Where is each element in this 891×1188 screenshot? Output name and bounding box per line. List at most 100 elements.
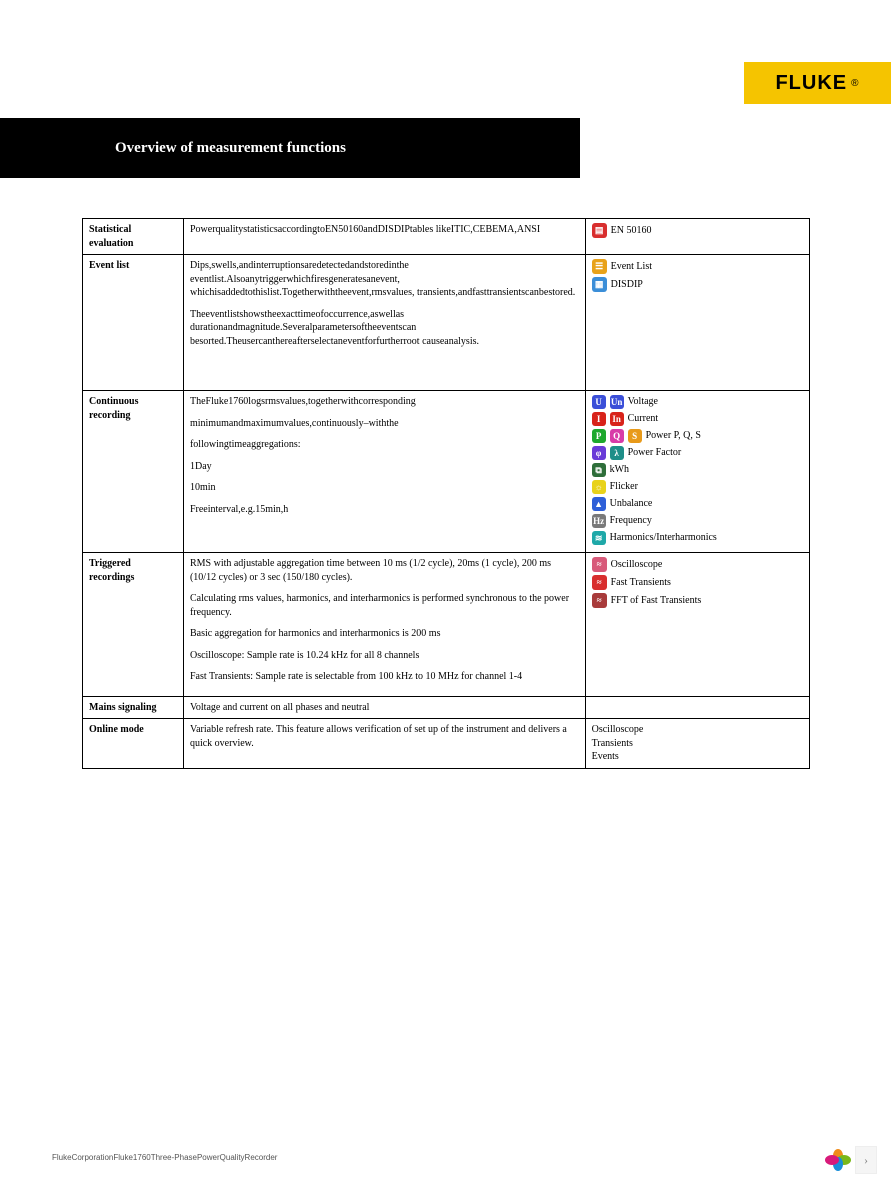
next-arrow-button[interactable]: › xyxy=(855,1146,877,1174)
measure-icon: φ xyxy=(592,446,606,460)
en50160-icon: ▤ xyxy=(592,223,607,238)
text-line: Events xyxy=(592,750,803,764)
measure-icon: Q xyxy=(610,429,624,443)
row-desc: RMS with adjustable aggregation time bet… xyxy=(183,553,585,697)
row-icons: ▤ EN 50160 xyxy=(585,219,809,255)
table-row: Statistical evaluation Powerqualitystati… xyxy=(83,219,810,255)
corner-logo-icon xyxy=(827,1149,849,1171)
event-list-icon: ☰ xyxy=(592,259,607,274)
row-label: Event list xyxy=(83,255,184,391)
para: TheFluke1760logsrmsvalues,togetherwithco… xyxy=(190,395,579,409)
icon-item: PQS Power P, Q, S xyxy=(592,429,803,443)
icon-label: Flicker xyxy=(610,480,638,494)
row-icons: ≈ Oscilloscope ≈ Fast Transients ≈ FFT of Fas… xyxy=(585,553,809,697)
para: Freeinterval,e.g.15min,h xyxy=(190,503,579,517)
row-desc: Dips,swells,andinterruptionsaredetecteda… xyxy=(183,255,585,391)
row-icons xyxy=(585,696,809,719)
row-desc: Voltage and current on all phases and ne… xyxy=(183,696,585,719)
icon-item: ▦ DISDIP xyxy=(592,277,803,292)
measure-icon: ☼ xyxy=(592,480,606,494)
para: followingtimeaggregations: xyxy=(190,438,579,452)
measure-icon: ≋ xyxy=(592,531,606,545)
measure-icon: λ xyxy=(610,446,624,460)
para: 10min xyxy=(190,481,579,495)
logo-reg: ® xyxy=(851,78,859,89)
icon-label: Power Factor xyxy=(628,446,682,460)
measure-icon: U xyxy=(592,395,606,409)
corner-widget: › xyxy=(827,1146,877,1174)
icon-item: ≈ Fast Transients xyxy=(592,575,803,590)
row-desc: Variable refresh rate. This feature allo… xyxy=(183,719,585,769)
fluke-logo: FLUKE ® xyxy=(744,62,891,104)
measure-icon: Un xyxy=(610,395,624,409)
fft-icon: ≈ xyxy=(592,593,607,608)
icon-label: Harmonics/Interharmonics xyxy=(610,531,717,545)
icon-label: DISDIP xyxy=(611,278,643,292)
icon-label: EN 50160 xyxy=(611,224,652,238)
icon-label: Unbalance xyxy=(610,497,653,511)
para: Calculating rms values, harmonics, and i… xyxy=(190,592,579,619)
icon-item: ≈ FFT of Fast Transients xyxy=(592,593,803,608)
para: Dips,swells,andinterruptionsaredetecteda… xyxy=(190,259,579,300)
disdip-icon: ▦ xyxy=(592,277,607,292)
footer-text: FlukeCorporationFluke1760Three-PhasePowe… xyxy=(52,1153,277,1162)
measure-icon: Hz xyxy=(592,514,606,528)
row-label: Online mode xyxy=(83,719,184,769)
icon-label: kWh xyxy=(610,463,629,477)
icon-item: ▲ Unbalance xyxy=(592,497,803,511)
icon-item: φλ Power Factor xyxy=(592,446,803,460)
functions-table: Statistical evaluation Powerqualitystati… xyxy=(82,218,810,769)
icon-label: Event List xyxy=(611,260,652,274)
row-icons: ☰ Event List ▦ DISDIP xyxy=(585,255,809,391)
measure-icon: ▲ xyxy=(592,497,606,511)
row-label: Triggered recordings xyxy=(83,553,184,697)
icon-item: ≋ Harmonics/Interharmonics xyxy=(592,531,803,545)
icon-item: Hz Frequency xyxy=(592,514,803,528)
logo-text: FLUKE xyxy=(775,72,847,95)
row-label: Mains signaling xyxy=(83,696,184,719)
row-icons: U Un Voltage I In Current PQS Power P, Q, S φλ Po… xyxy=(585,391,809,553)
measure-icon: P xyxy=(592,429,606,443)
icon-item: ☰ Event List xyxy=(592,259,803,274)
measure-icon: I xyxy=(592,412,606,426)
row-label: Statistical evaluation xyxy=(83,219,184,255)
fast-icon: ≈ xyxy=(592,575,607,590)
para: RMS with adjustable aggregation time bet… xyxy=(190,557,579,584)
table-row: Continuous recording TheFluke1760logsrms… xyxy=(83,391,810,553)
icon-label: Fast Transients xyxy=(611,576,671,590)
petal-icon xyxy=(825,1155,839,1165)
text-line: Transients xyxy=(592,737,803,751)
measure-icon: S xyxy=(628,429,642,443)
icon-item: ⧉ kWh xyxy=(592,463,803,477)
icon-label: Power P, Q, S xyxy=(646,429,701,443)
para: Fast Transients: Sample rate is selectab… xyxy=(190,670,579,684)
page-title: Overview of measurement functions xyxy=(115,140,346,157)
measure-icon: In xyxy=(610,412,624,426)
para: Basic aggregation for harmonics and inte… xyxy=(190,627,579,641)
icon-label: Voltage xyxy=(628,395,658,409)
table-row: Online mode Variable refresh rate. This … xyxy=(83,719,810,769)
icon-item: ▤ EN 50160 xyxy=(592,223,803,238)
row-desc: PowerqualitystatisticsaccordingtoEN50160… xyxy=(183,219,585,255)
para: 1Day xyxy=(190,460,579,474)
row-desc: TheFluke1760logsrmsvalues,togetherwithco… xyxy=(183,391,585,553)
icon-label: Frequency xyxy=(610,514,652,528)
para: minimumandmaximumvalues,continuously–wit… xyxy=(190,417,579,431)
row-icons: Oscilloscope Transients Events xyxy=(585,719,809,769)
text-line: Oscilloscope xyxy=(592,723,803,737)
icon-item: ≈ Oscilloscope xyxy=(592,557,803,572)
row-label: Continuous recording xyxy=(83,391,184,553)
icon-label: FFT of Fast Transients xyxy=(611,594,702,608)
measure-icon: ⧉ xyxy=(592,463,606,477)
para: Theeventlistshowstheexacttimeofoccurrenc… xyxy=(190,308,579,349)
table-row: Event list Dips,swells,andinterruptionsa… xyxy=(83,255,810,391)
icon-item: I In Current xyxy=(592,412,803,426)
icon-label: Oscilloscope xyxy=(611,558,663,572)
para: Oscilloscope: Sample rate is 10.24 kHz f… xyxy=(190,649,579,663)
table-row: Triggered recordings RMS with adjustable… xyxy=(83,553,810,697)
icon-item: U Un Voltage xyxy=(592,395,803,409)
osc-icon: ≈ xyxy=(592,557,607,572)
icon-label: Current xyxy=(628,412,659,426)
table-row: Mains signaling Voltage and current on a… xyxy=(83,696,810,719)
title-bar: Overview of measurement functions xyxy=(0,118,580,178)
